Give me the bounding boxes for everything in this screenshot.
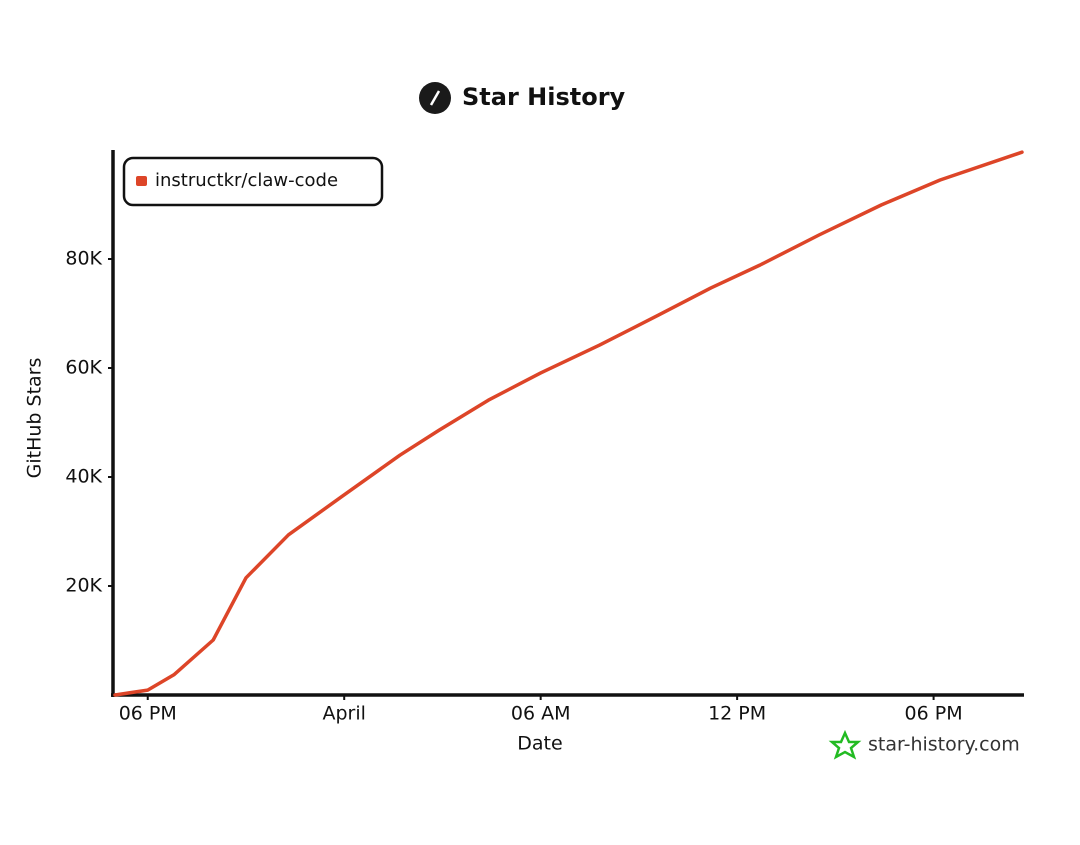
watermark-star — [828, 729, 862, 760]
legend-label: instructkr/claw-code — [155, 170, 338, 191]
legend-box — [122, 156, 384, 207]
x-tick-label: 06 AM — [511, 703, 571, 725]
x-tick-label: 06 PM — [119, 703, 177, 725]
x-tick-label: 06 PM — [905, 703, 963, 725]
y-axis-label: GitHub Stars — [24, 358, 46, 479]
watermark-logo — [828, 729, 862, 760]
watermark: star-history.com — [868, 734, 1020, 756]
series-line — [113, 150, 1024, 697]
chart-title: Star History — [462, 83, 626, 111]
x-tick-label: 12 PM — [708, 703, 766, 725]
y-tick-label: 80K — [65, 248, 102, 270]
y-tick-label: 40K — [65, 466, 102, 488]
x-axis-label: Date — [517, 733, 562, 755]
title-icon-pen — [429, 90, 441, 106]
x-tick-label: April — [322, 703, 365, 725]
y-tick-label: 60K — [65, 357, 102, 379]
y-tick-label: 20K — [65, 575, 102, 597]
legend-swatch — [136, 176, 147, 186]
